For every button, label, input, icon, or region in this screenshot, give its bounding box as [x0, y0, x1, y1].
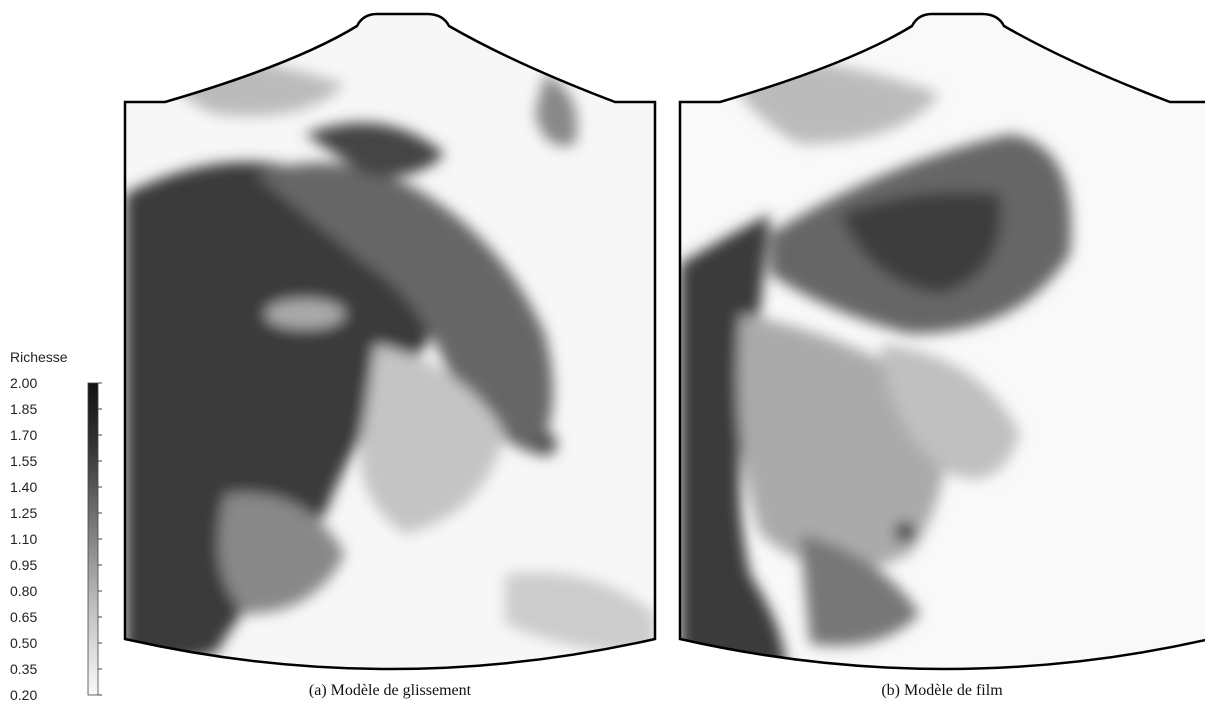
colorbar-tick-label: 1.10: [10, 531, 37, 547]
colorbar-tick-label: 1.55: [10, 453, 37, 469]
caption: (a) Modèle de glissement: [309, 682, 472, 699]
colorbar-tick-label: 1.25: [10, 505, 37, 521]
colorbar-tick-label: 0.20: [10, 687, 37, 703]
colorbar-tick-label: 0.80: [10, 583, 37, 599]
contour-panel: [678, 12, 1205, 671]
contour-panel: [123, 12, 657, 671]
colorbar-tick-label: 0.35: [10, 661, 37, 677]
colorbar-tick-label: 1.40: [10, 479, 37, 495]
colorbar-tick-label: 2.00: [10, 375, 37, 391]
colorbar-tick-label: 1.85: [10, 401, 37, 417]
colorbar-tick-label: 1.70: [10, 427, 37, 443]
colorbar-tick-label: 0.50: [10, 635, 37, 651]
colorbar-title: Richesse: [10, 349, 68, 365]
colorbar: [87, 382, 99, 696]
colorbar-tick-label: 0.95: [10, 557, 37, 573]
caption: (b) Modèle de film: [881, 682, 1003, 699]
colorbar-tick-label: 0.65: [10, 609, 37, 625]
